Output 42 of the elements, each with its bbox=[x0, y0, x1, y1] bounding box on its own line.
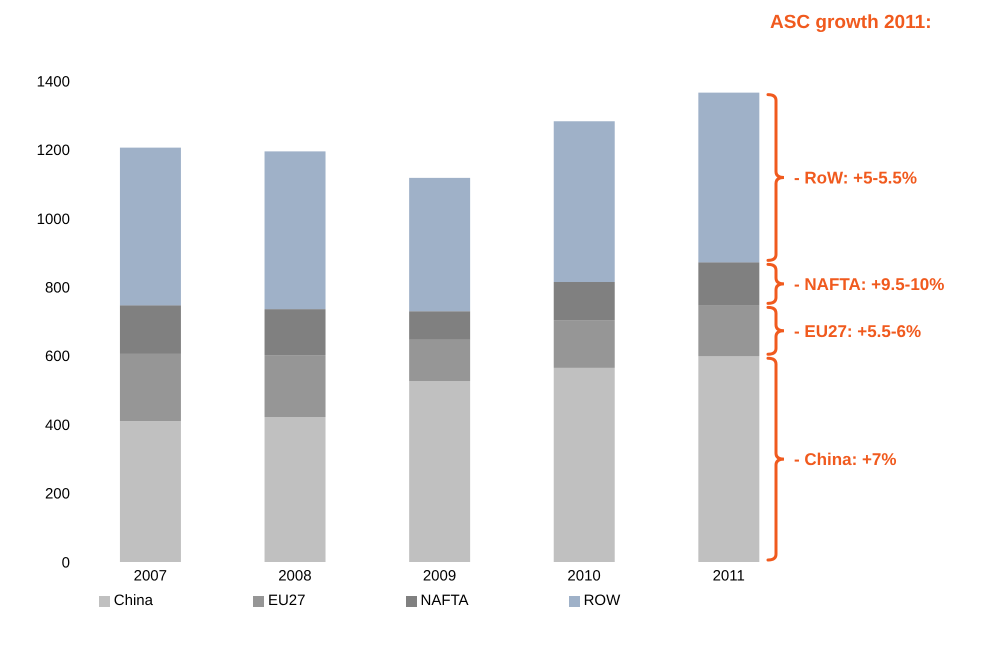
bar bbox=[698, 305, 760, 356]
bar bbox=[264, 309, 326, 356]
bar bbox=[409, 340, 470, 381]
legend-label: EU27 bbox=[268, 592, 306, 609]
bar bbox=[554, 282, 615, 320]
annotation: - EU27: +5.5-6% bbox=[794, 322, 922, 341]
bar bbox=[264, 355, 326, 418]
y-tick-label: 1400 bbox=[36, 73, 70, 90]
bar bbox=[698, 262, 760, 306]
x-tick-label: 2010 bbox=[567, 568, 601, 585]
bar bbox=[264, 151, 326, 310]
text: ASC growth 2011: bbox=[770, 12, 932, 33]
y-tick-label: 1200 bbox=[36, 142, 70, 160]
x-tick-label: 2007 bbox=[134, 568, 167, 585]
y-tick-label: 800 bbox=[44, 279, 70, 296]
y-tick-label: 400 bbox=[44, 416, 70, 434]
y-tick-label: 600 bbox=[44, 348, 70, 366]
y-tick-label: 1000 bbox=[36, 210, 70, 228]
bar bbox=[698, 92, 760, 262]
bar bbox=[554, 121, 615, 282]
x-tick-label: 2009 bbox=[422, 568, 456, 585]
annotation: - NAFTA: +9.5-10% bbox=[794, 274, 944, 294]
bar bbox=[264, 417, 326, 562]
x-tick-label: 2011 bbox=[712, 568, 745, 585]
bar bbox=[120, 421, 181, 562]
legend-label: China bbox=[114, 592, 153, 609]
y-tick-label: 200 bbox=[44, 486, 70, 503]
bar bbox=[409, 311, 470, 340]
bar bbox=[120, 148, 181, 306]
x-tick-label: 2008 bbox=[278, 568, 312, 585]
bar bbox=[698, 356, 760, 562]
bar bbox=[120, 353, 181, 422]
bar bbox=[554, 320, 615, 368]
legend-label: ROW bbox=[584, 592, 620, 609]
legend-label: NAFTA bbox=[420, 592, 469, 609]
bar bbox=[409, 380, 470, 562]
annotation: - China: +7% bbox=[794, 450, 896, 470]
bar bbox=[554, 368, 615, 562]
annotation: - RoW: +5-5.5% bbox=[794, 168, 917, 188]
bar bbox=[120, 305, 181, 354]
y-tick-label: 0 bbox=[62, 554, 70, 572]
bar bbox=[409, 178, 470, 312]
